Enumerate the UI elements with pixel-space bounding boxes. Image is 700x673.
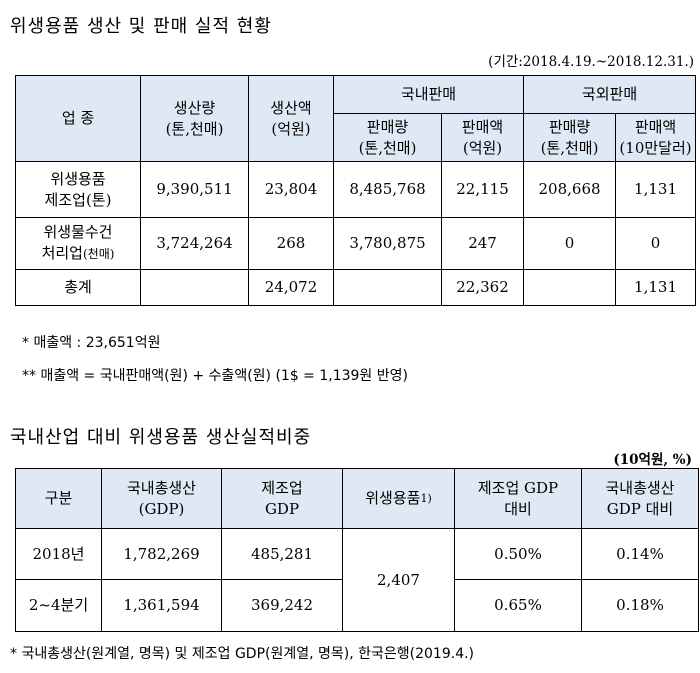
- cell-production-volume: [140, 269, 249, 306]
- header-domestic-sales: 국내판매: [332, 75, 525, 114]
- header-category: 구분: [15, 468, 102, 529]
- table-row: 2~4분기 1,361,594 369,242 0.65% 0.18%: [15, 579, 699, 632]
- cell-overseas-volume: 0: [523, 217, 617, 270]
- header-mfg-gdp: 제조업 GDP: [221, 468, 343, 529]
- cell-overseas-value: 0: [615, 217, 697, 270]
- header-vs-mfg: 제조업 GDP 대비: [454, 468, 582, 529]
- cell-vs-mfg: 0.65%: [454, 579, 582, 632]
- table-row: 2018년 1,782,269 485,281 2,407 0.50% 0.14…: [15, 528, 699, 632]
- row-industry: 총계: [15, 269, 141, 306]
- cell-mfg-gdp: 485,281: [221, 528, 343, 580]
- header-vs-gdp: 국내총생산 GDP 대비: [581, 468, 699, 529]
- unit-label: (10억원, %): [613, 452, 692, 468]
- production-sales-table: 업 종 생산량 (톤,천매) 생산액 (억원) 국내판매 국외판매 판매량 (톤,천매…: [15, 75, 697, 306]
- note-sales-formula: ** 매출액 = 국내판매액(원) + 수출액(원) (1$ = 1,139원 …: [22, 368, 408, 384]
- header-domestic-value: 판매액 (억원): [440, 113, 525, 162]
- cell-mfg-gdp: 369,242: [221, 579, 343, 632]
- header-production-value: 생산액 (억원): [248, 75, 334, 162]
- period-label: (기간:2018.4.19.~2018.12.31.): [488, 54, 694, 70]
- table-row-total: 총계 24,072 22,362 1,131: [15, 269, 697, 306]
- gdp-share-table: 구분 국내총생산 (GDP) 제조업 GDP 위생용품1) 제조업 GDP 대비 국내…: [15, 468, 699, 632]
- cell-domestic-volume: [333, 269, 442, 306]
- cell-domestic-value: 22,115: [440, 161, 525, 218]
- table-row: 위생물수건 처리업(천매) 3,724,264 268 3,780,875 247…: [15, 217, 697, 270]
- cell-overseas-value: 1,131: [615, 269, 697, 306]
- cell-production-value: 24,072: [248, 269, 334, 306]
- header-overseas-value: 판매액 (10만달러): [615, 113, 697, 162]
- row-industry: 위생물수건 처리업(천매): [15, 217, 141, 270]
- cell-gdp: 1,782,269: [101, 528, 222, 580]
- header-hygiene: 위생용품1): [342, 468, 455, 529]
- cell-production-volume: 9,390,511: [140, 161, 249, 218]
- cell-domestic-value: 247: [440, 217, 525, 270]
- section2-title: 국내산업 대비 위생용품 생산실적비중: [10, 427, 312, 448]
- table-row: 위생용품 제조업(톤) 9,390,511 23,804 8,485,768 22…: [15, 161, 697, 218]
- cell-overseas-value: 1,131: [615, 161, 697, 218]
- cell-category: 2~4분기: [15, 579, 102, 632]
- header-gdp: 국내총생산 (GDP): [101, 468, 222, 529]
- header-domestic-volume: 판매량 (톤,천매): [333, 113, 442, 162]
- header-overseas-sales: 국외판매: [523, 75, 697, 114]
- cell-domestic-volume: 3,780,875: [333, 217, 442, 270]
- footnote-gdp-source: * 국내총생산(원계열, 명목) 및 제조업 GDP(원계열, 명목), 한국은…: [10, 646, 475, 662]
- cell-gdp: 1,361,594: [101, 579, 222, 632]
- cell-overseas-volume: 208,668: [523, 161, 617, 218]
- section1-title: 위생용품 생산 및 판매 실적 현황: [10, 16, 272, 37]
- header-row: 구분 국내총생산 (GDP) 제조업 GDP 위생용품1) 제조업 GDP 대비 국내…: [15, 468, 699, 529]
- cell-overseas-volume: [523, 269, 617, 306]
- cell-hygiene-value: 2,407: [342, 528, 455, 632]
- cell-category: 2018년: [15, 528, 102, 580]
- cell-production-value: 268: [248, 217, 334, 270]
- cell-domestic-value: 22,362: [440, 269, 525, 306]
- header-row-1: 업 종 생산량 (톤,천매) 생산액 (억원) 국내판매 국외판매: [15, 75, 697, 162]
- row-industry: 위생용품 제조업(톤): [15, 161, 141, 218]
- header-row-2: 판매량 (톤,천매) 판매액 (억원) 판매량 (톤,천매) 판매액 (10만달러): [16, 113, 697, 162]
- header-industry: 업 종: [15, 75, 141, 162]
- header-overseas-volume: 판매량 (톤,천매): [523, 113, 617, 162]
- cell-production-value: 23,804: [248, 161, 334, 218]
- cell-vs-mfg: 0.50%: [454, 528, 582, 580]
- cell-vs-gdp: 0.18%: [581, 579, 699, 632]
- cell-vs-gdp: 0.14%: [581, 528, 699, 580]
- header-production-volume: 생산량 (톤,천매): [140, 75, 249, 162]
- cell-domestic-volume: 8,485,768: [333, 161, 442, 218]
- cell-production-volume: 3,724,264: [140, 217, 249, 270]
- note-sales-total: * 매출액 : 23,651억원: [22, 335, 161, 351]
